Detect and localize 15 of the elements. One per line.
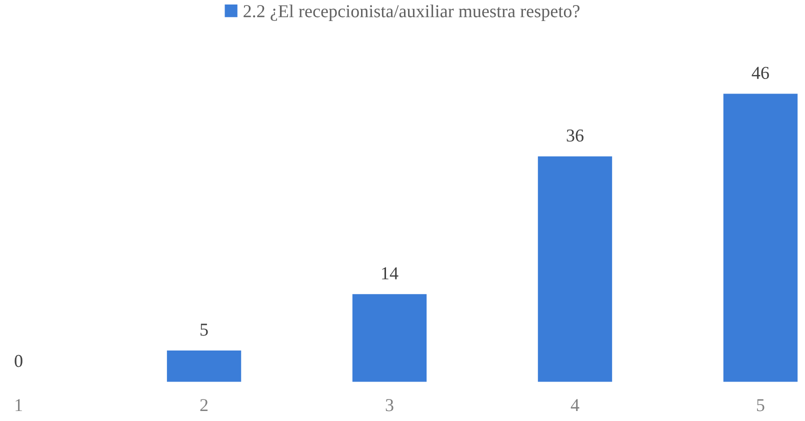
bar [723, 94, 798, 382]
data-label: 46 [752, 66, 769, 79]
x-tick-label: 4 [570, 399, 580, 412]
data-label: 0 [14, 354, 22, 368]
bar [538, 156, 612, 382]
x-tick-label: 2 [200, 399, 208, 412]
bar [352, 294, 427, 382]
data-label: 5 [200, 324, 208, 336]
x-tick-label: 3 [386, 399, 394, 412]
legend-label: 2.2 ¿El recepcionista/auxiliar muestra respeto? [244, 4, 580, 21]
x-tick-label: 1 [16, 399, 22, 412]
data-label: 14 [382, 267, 398, 280]
data-label: 36 [566, 129, 584, 142]
x-tick-label: 5 [757, 399, 764, 412]
bar [166, 350, 242, 382]
